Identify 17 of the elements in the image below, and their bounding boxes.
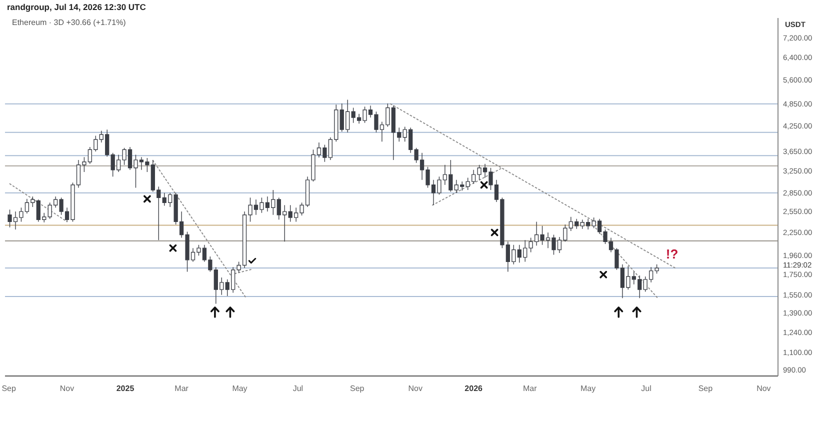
x-tick-label: Sep <box>350 384 365 393</box>
x-tick-label: 2026 <box>464 384 484 393</box>
x-tick-label: 2025 <box>116 384 135 393</box>
x-tick-label: Nov <box>60 384 74 393</box>
chart-title: Ethereum · 3D +30.66 (+1.71%) <box>12 18 126 27</box>
x-tick-label: Mar <box>522 384 538 393</box>
x-tick-label: Sep <box>698 384 714 393</box>
annotation: !? <box>666 246 678 262</box>
x-tick-label: Mar <box>174 384 189 393</box>
x-tick-label: Jul <box>292 384 304 393</box>
x-tick-label: Jul <box>641 384 652 393</box>
x-tick-label: Sep <box>2 384 16 393</box>
text: randgroup, Jul 14, 2026 12:30 UTC <box>7 2 146 12</box>
x-tick-label: May <box>580 384 596 393</box>
x-tick-label: Nov <box>756 384 771 393</box>
x-tick-label: Nov <box>408 384 422 393</box>
x-tick-label: May <box>232 384 248 393</box>
